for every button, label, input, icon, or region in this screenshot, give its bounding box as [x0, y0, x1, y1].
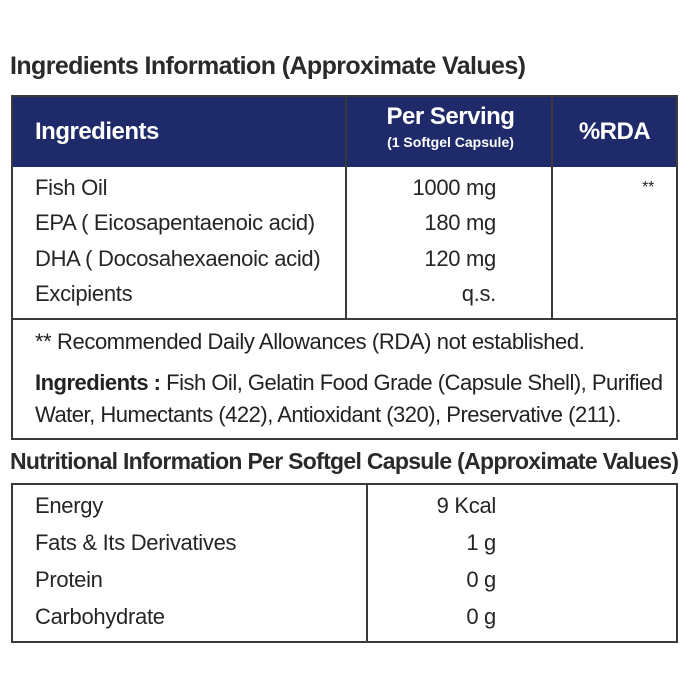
ingredient-name: EPA ( Eicosapentaenoic acid) [35, 210, 315, 235]
ingredient-value: 120 mg [424, 246, 496, 271]
row-divider [13, 318, 676, 320]
ingredients-label: Ingredients : [35, 370, 161, 395]
ingredients-table: Ingredients Per Serving (1 Softgel Capsu… [11, 95, 678, 440]
nutrient-value: 0 g [466, 567, 496, 592]
ingredient-value: 1000 mg [412, 175, 496, 200]
nutrient-value: 1 g [466, 530, 496, 555]
nutritional-information-title: Nutritional Information Per Softgel Caps… [10, 448, 679, 474]
nutrient-name: Fats & Its Derivatives [35, 530, 237, 555]
ingredient-name: Excipients [35, 281, 133, 306]
ingredient-rda: ** [642, 179, 654, 196]
header-per-serving-sub: (1 Softgel Capsule) [387, 134, 514, 150]
column-divider [366, 485, 368, 641]
nutrient-name: Carbohydrate [35, 604, 165, 629]
ingredient-name: Fish Oil [35, 175, 108, 200]
nutrient-value: 9 Kcal [436, 493, 497, 518]
ingredients-text: Fish Oil, Gelatin Food Grade (Capsule Sh… [35, 370, 663, 427]
header-per-serving: Per Serving (1 Softgel Capsule) [348, 97, 553, 167]
nutrient-value: 0 g [466, 604, 496, 629]
ingredients-information-title: Ingredients Information (Approximate Val… [10, 52, 526, 80]
ingredient-value: 180 mg [424, 210, 496, 235]
table-header: Ingredients Per Serving (1 Softgel Capsu… [13, 97, 676, 167]
nutrient-name: Energy [35, 493, 103, 518]
header-ingredients: Ingredients [35, 118, 159, 145]
nutrient-name: Protein [35, 567, 103, 592]
header-per-serving-label: Per Serving [386, 103, 515, 130]
ingredient-name: DHA ( Docosahexaenoic acid) [35, 246, 321, 271]
column-divider [345, 97, 347, 320]
header-rda: %RDA [578, 118, 651, 145]
ingredients-list: Ingredients : Fish Oil, Gelatin Food Gra… [35, 367, 665, 431]
nutrition-table: Energy 9 Kcal Fats & Its Derivatives 1 g… [11, 483, 678, 643]
ingredient-value: q.s. [461, 281, 497, 306]
rda-note: ** Recommended Daily Allowances (RDA) no… [35, 329, 585, 354]
column-divider [551, 97, 553, 320]
